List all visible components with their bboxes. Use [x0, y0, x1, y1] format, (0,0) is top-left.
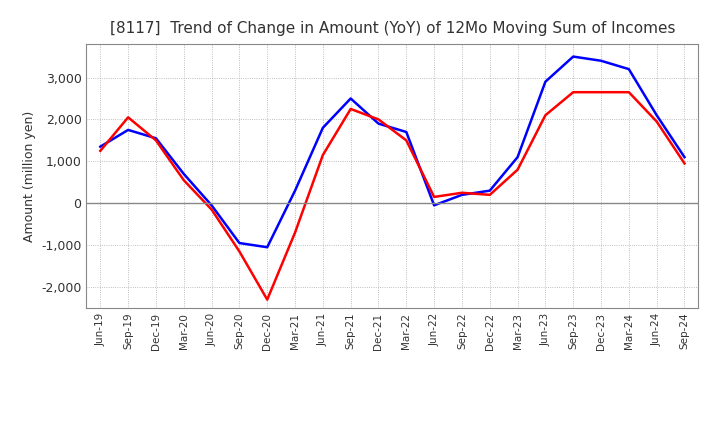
Ordinary Income — [96, 144, 104, 149]
Ordinary Income — [179, 171, 188, 176]
Net Income — [318, 152, 327, 158]
Ordinary Income — [485, 188, 494, 193]
Ordinary Income — [541, 79, 550, 84]
Ordinary Income — [291, 188, 300, 193]
Line: Ordinary Income: Ordinary Income — [100, 57, 685, 247]
Net Income — [569, 90, 577, 95]
Net Income — [207, 207, 216, 212]
Legend: Ordinary Income, Net Income: Ordinary Income, Net Income — [230, 434, 555, 440]
Line: Net Income: Net Income — [100, 92, 685, 300]
Net Income — [652, 119, 661, 124]
Net Income — [179, 178, 188, 183]
Ordinary Income — [207, 203, 216, 208]
Net Income — [346, 106, 355, 112]
Ordinary Income — [430, 203, 438, 208]
Ordinary Income — [402, 129, 410, 135]
Net Income — [235, 249, 243, 254]
Net Income — [96, 148, 104, 154]
Ordinary Income — [652, 113, 661, 118]
Net Income — [402, 138, 410, 143]
Net Income — [597, 90, 606, 95]
Net Income — [263, 297, 271, 302]
Net Income — [430, 194, 438, 200]
Net Income — [152, 138, 161, 143]
Net Income — [680, 161, 689, 166]
Ordinary Income — [569, 54, 577, 59]
Ordinary Income — [458, 192, 467, 198]
Ordinary Income — [680, 154, 689, 160]
Net Income — [124, 115, 132, 120]
Ordinary Income — [597, 58, 606, 63]
Title: [8117]  Trend of Change in Amount (YoY) of 12Mo Moving Sum of Incomes: [8117] Trend of Change in Amount (YoY) o… — [109, 21, 675, 36]
Net Income — [513, 167, 522, 172]
Ordinary Income — [624, 66, 633, 72]
Y-axis label: Amount (million yen): Amount (million yen) — [22, 110, 35, 242]
Ordinary Income — [318, 125, 327, 130]
Ordinary Income — [346, 96, 355, 101]
Net Income — [541, 113, 550, 118]
Net Income — [485, 192, 494, 198]
Ordinary Income — [513, 154, 522, 160]
Net Income — [624, 90, 633, 95]
Ordinary Income — [263, 245, 271, 250]
Ordinary Income — [124, 127, 132, 132]
Net Income — [291, 230, 300, 235]
Ordinary Income — [235, 240, 243, 246]
Net Income — [374, 117, 383, 122]
Ordinary Income — [152, 136, 161, 141]
Ordinary Income — [374, 121, 383, 126]
Net Income — [458, 190, 467, 195]
